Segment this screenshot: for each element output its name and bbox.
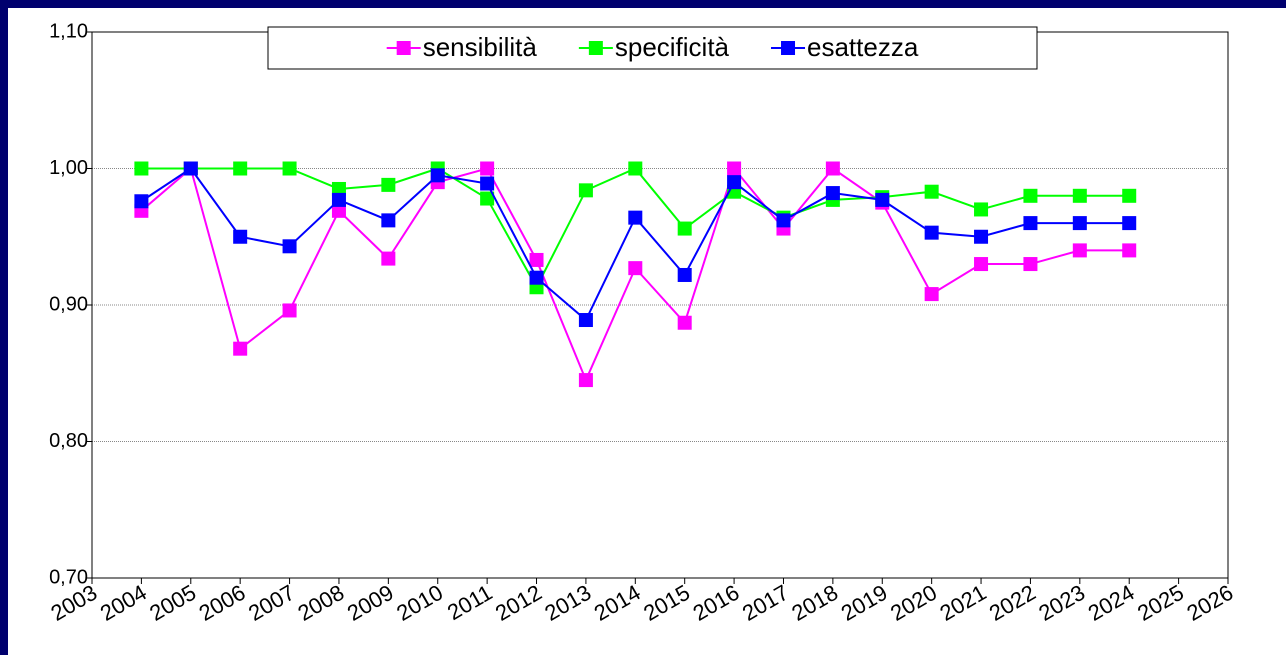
legend-label: sensibilità: [423, 32, 538, 62]
point-marker: [331, 181, 346, 196]
point-marker: [1072, 243, 1087, 258]
point-marker: [480, 161, 495, 176]
point-marker: [628, 261, 643, 276]
point-marker: [1122, 216, 1137, 231]
point-marker: [282, 239, 297, 254]
point-marker: [825, 161, 840, 176]
point-marker: [331, 192, 346, 207]
point-marker: [480, 176, 495, 191]
y-tick-label: 0,80: [49, 430, 88, 452]
point-marker: [924, 225, 939, 240]
point-marker: [381, 213, 396, 228]
point-marker: [875, 192, 890, 207]
point-marker: [677, 221, 692, 236]
y-tick-label: 1,00: [49, 157, 88, 179]
point-marker: [430, 168, 445, 183]
legend-label: esattezza: [807, 32, 919, 62]
point-marker: [924, 184, 939, 199]
point-marker: [974, 229, 989, 244]
point-marker: [1122, 243, 1137, 258]
point-marker: [628, 210, 643, 225]
legend-item: esattezza: [771, 32, 919, 62]
point-marker: [480, 191, 495, 206]
point-marker: [727, 175, 742, 190]
point-marker: [282, 161, 297, 176]
legend-item: sensibilità: [386, 32, 538, 62]
point-marker: [1023, 216, 1038, 231]
point-marker: [233, 161, 248, 176]
point-marker: [183, 161, 198, 176]
point-marker: [134, 161, 149, 176]
point-marker: [233, 341, 248, 356]
point-marker: [529, 270, 544, 285]
point-marker: [529, 252, 544, 267]
point-marker: [776, 213, 791, 228]
legend-marker: [588, 41, 603, 55]
point-marker: [578, 183, 593, 198]
legend-item: specificità: [578, 32, 730, 62]
legend: sensibilità specificità esattezza: [267, 26, 1038, 70]
point-marker: [331, 203, 346, 218]
y-tick-label: 0,90: [49, 293, 88, 315]
point-marker: [134, 194, 149, 209]
legend-label: specificità: [615, 32, 730, 62]
point-marker: [1023, 188, 1038, 203]
legend-marker: [781, 41, 796, 55]
point-marker: [974, 202, 989, 217]
point-marker: [727, 161, 742, 176]
point-marker: [381, 251, 396, 266]
point-marker: [825, 186, 840, 201]
point-marker: [1023, 257, 1038, 272]
point-marker: [974, 257, 989, 272]
point-marker: [924, 287, 939, 302]
point-marker: [578, 313, 593, 328]
point-marker: [578, 373, 593, 388]
y-tick-label: 1,10: [49, 20, 88, 42]
point-marker: [1072, 216, 1087, 231]
legend-marker: [396, 41, 411, 55]
point-marker: [677, 315, 692, 330]
point-marker: [233, 229, 248, 244]
y-tick-label: 0,70: [49, 566, 88, 588]
point-marker: [1072, 188, 1087, 203]
point-marker: [677, 267, 692, 282]
point-marker: [628, 161, 643, 176]
point-marker: [1122, 188, 1137, 203]
point-marker: [381, 177, 396, 192]
point-marker: [282, 303, 297, 318]
